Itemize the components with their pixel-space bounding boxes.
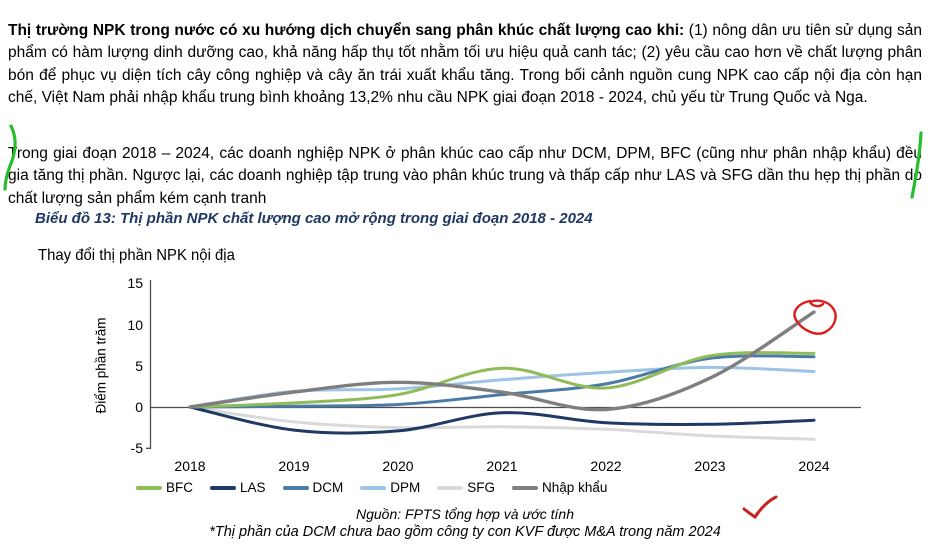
paragraph-lead-bold: Thị trường NPK trong nước có xu hướng dị…: [8, 21, 685, 39]
y-tick-label: -5: [130, 440, 143, 457]
legend-item-bfc: BFC: [136, 480, 193, 495]
source-note: Nguồn: FPTS tổng hợp và ước tính: [355, 506, 575, 522]
chart-subtitle: Thay đổi thị phần NPK nội địa: [38, 247, 235, 264]
y-tick-label: 5: [135, 357, 143, 374]
x-tick-label: 2019: [278, 458, 310, 474]
legend-item-dpm: DPM: [360, 480, 420, 495]
series-line-dcm: [188, 354, 816, 409]
legend-swatch-bfc: [136, 485, 162, 490]
footnote: *Thị phần của DCM chưa bao gồm công ty c…: [209, 524, 721, 540]
legend-item-las: LAS: [210, 480, 266, 495]
series-line-nhap-khau: [188, 310, 816, 412]
figure-title: Biểu đồ 13: Thị phần NPK chất lượng cao …: [35, 210, 593, 227]
paragraph-market-share: Trong giai đoạn 2018 – 2024, các doanh n…: [8, 144, 922, 207]
legend-label-nhap-khau: Nhập khẩu: [542, 480, 608, 495]
series-line-las: [188, 405, 816, 435]
legend-label-sfg: SFG: [467, 480, 496, 495]
series-line-bfc: [188, 351, 816, 409]
legend-label-dcm: DCM: [312, 480, 344, 495]
x-tick-label: 2020: [382, 458, 414, 474]
x-tick-label: 2024: [798, 458, 830, 474]
series-line-dpm: [188, 365, 816, 409]
legend-swatch-dpm: [360, 485, 387, 490]
legend-swatch-sfg: [437, 485, 464, 490]
paragraph-lead-rest: (1) nông dân ưu tiên sử dụng sản phẩm có…: [8, 21, 922, 107]
legend-item-sfg: SFG: [437, 480, 495, 495]
x-tick-label: 2018: [174, 458, 206, 474]
y-axis-title: Điểm phần trăm: [93, 317, 109, 414]
y-tick-label: 10: [127, 316, 143, 333]
legend-swatch-nhap-khau: [512, 485, 539, 490]
legend-label-las: LAS: [240, 480, 266, 495]
legend-item-nhap-khau: Nhập khẩu: [512, 480, 607, 495]
paragraph-market-shift: Thị trường NPK trong nước có xu hướng dị…: [8, 20, 922, 110]
y-tick-label: 0: [135, 399, 143, 415]
legend-swatch-dcm: [282, 485, 309, 490]
chart-legend: BFC LAS DCM DPM SFG Nhập khẩu: [136, 480, 607, 495]
series-line-sfg: [188, 405, 816, 441]
legend-swatch-las: [210, 485, 236, 490]
legend-label-dpm: DPM: [390, 480, 421, 495]
x-tick-label: 2021: [486, 458, 518, 474]
x-tick-label: 2022: [590, 458, 622, 474]
legend-item-dcm: DCM: [282, 480, 344, 495]
chart-series: [188, 310, 816, 441]
red-circle-annotation: [793, 299, 837, 335]
x-tick-label: 2023: [694, 458, 726, 474]
y-tick-label: 15: [127, 275, 143, 292]
legend-label-bfc: BFC: [166, 480, 193, 495]
